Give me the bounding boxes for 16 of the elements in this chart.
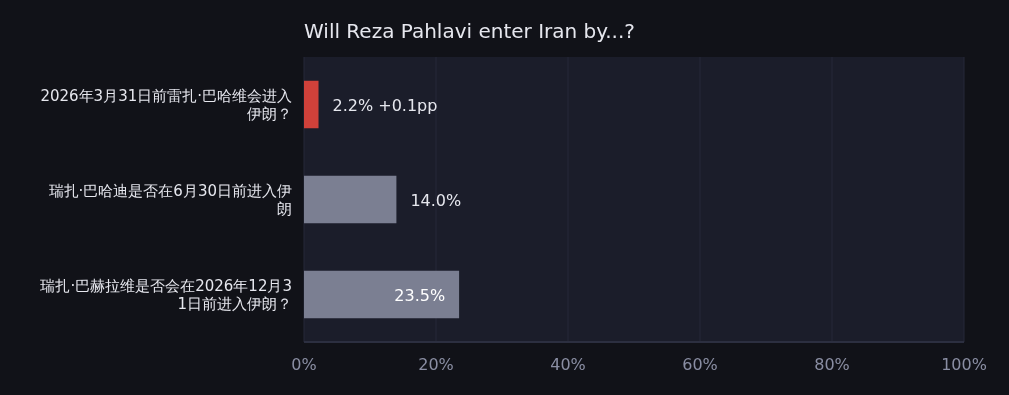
- chart-title: Will Reza Pahlavi enter Iran by...?: [304, 19, 635, 43]
- bar: [304, 80, 319, 129]
- x-tick-label: 0%: [291, 355, 317, 374]
- y-tick-label: 瑞扎·巴赫拉维是否会在2026年12月31日前进入伊朗？: [40, 276, 292, 313]
- bar: [304, 270, 460, 319]
- data-label: 2.2% +0.1pp: [332, 95, 438, 115]
- y-tick-label: 2026年3月31日前雷扎·巴哈维会进入伊朗？: [40, 86, 292, 123]
- x-tick-label: 60%: [682, 355, 718, 374]
- x-tick-label: 80%: [814, 355, 850, 374]
- y-tick-label: 瑞扎·巴哈迪是否在6月30日前进入伊朗: [48, 181, 292, 218]
- data-label: 23.5%: [394, 285, 446, 305]
- bar: [304, 175, 397, 224]
- x-tick-label: 100%: [941, 355, 987, 374]
- data-label: 14.0%: [410, 190, 462, 210]
- x-tick-label: 40%: [550, 355, 586, 374]
- x-tick-label: 20%: [418, 355, 454, 374]
